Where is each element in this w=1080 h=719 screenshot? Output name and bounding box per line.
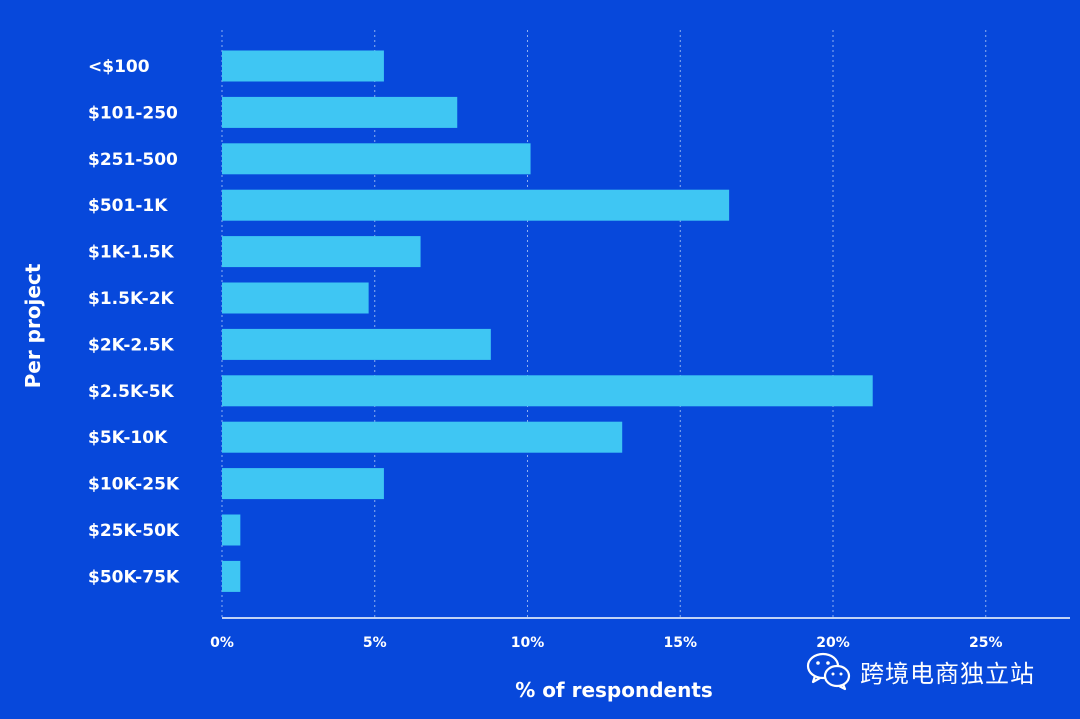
category-label: $5K-10K xyxy=(88,428,168,448)
bar xyxy=(222,96,458,128)
category-label: $1K-1.5K xyxy=(88,243,175,263)
bar xyxy=(222,375,873,407)
y-axis-title: Per project xyxy=(21,263,45,388)
category-label: $251-500 xyxy=(88,150,178,170)
bar xyxy=(222,514,241,546)
category-label: $101-250 xyxy=(88,103,178,123)
category-labels: <$100 $101-250 $251-500 $501-1K $1K-1.5K $1.5… xyxy=(88,57,180,587)
bars xyxy=(222,50,873,592)
bar xyxy=(222,143,531,175)
bar xyxy=(222,421,623,453)
category-label: <$100 xyxy=(88,57,150,77)
x-tick-label: 15% xyxy=(663,635,697,651)
bar xyxy=(222,468,384,500)
category-label: $501-1K xyxy=(88,196,168,216)
x-tick-labels: 0% 5% 10% 15% 20% 25% xyxy=(210,635,1002,651)
watermark-text: 跨境电商独立站 xyxy=(860,659,1035,688)
bar xyxy=(222,328,491,360)
category-label: $2K-2.5K xyxy=(88,335,175,355)
bar xyxy=(222,236,421,268)
x-tick-label: 20% xyxy=(816,635,850,651)
category-label: $25K-50K xyxy=(88,521,180,541)
category-label: $10K-25K xyxy=(88,475,180,495)
category-label: $2.5K-5K xyxy=(88,382,175,402)
x-axis-title: % of respondents xyxy=(515,678,713,702)
x-tick-label: 5% xyxy=(363,635,387,651)
bar xyxy=(222,50,384,82)
bar xyxy=(222,189,730,221)
x-tick-label: 0% xyxy=(210,635,234,651)
x-tick-label: 25% xyxy=(969,635,1003,651)
category-label: $50K-75K xyxy=(88,567,180,587)
wechat-icon xyxy=(806,652,851,691)
x-tick-label: 10% xyxy=(511,635,545,651)
category-label: $1.5K-2K xyxy=(88,289,175,309)
watermark: 跨境电商独立站 xyxy=(806,651,1035,691)
bar xyxy=(222,282,369,314)
bar xyxy=(222,560,241,592)
